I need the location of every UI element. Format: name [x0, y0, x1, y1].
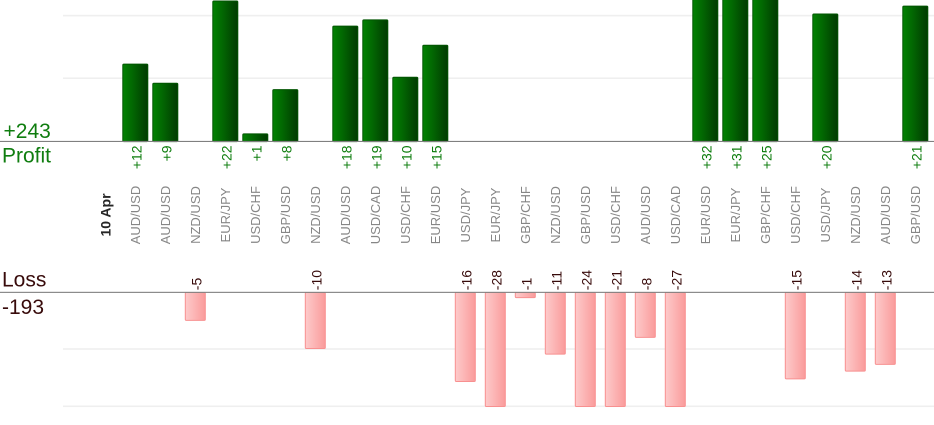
- svg-text:USD/JPY: USD/JPY: [458, 187, 473, 242]
- svg-text:EUR/JPY: EUR/JPY: [488, 187, 503, 242]
- svg-text:-193: -193: [2, 296, 44, 319]
- svg-text:AUD/USD: AUD/USD: [158, 186, 173, 245]
- svg-text:EUR/USD: EUR/USD: [698, 186, 713, 245]
- svg-text:+22: +22: [218, 145, 234, 169]
- svg-text:+20: +20: [818, 145, 834, 169]
- svg-text:+1: +1: [248, 145, 264, 161]
- svg-text:-21: -21: [608, 270, 624, 290]
- svg-text:-1: -1: [518, 278, 534, 291]
- svg-text:USD/CAD: USD/CAD: [368, 186, 383, 245]
- svg-text:AUD/USD: AUD/USD: [638, 186, 653, 245]
- svg-text:-14: -14: [848, 270, 864, 290]
- svg-text:USD/JPY: USD/JPY: [818, 187, 833, 242]
- svg-text:-15: -15: [788, 270, 804, 290]
- svg-text:EUR/USD: EUR/USD: [428, 186, 443, 245]
- svg-text:GBP/CHF: GBP/CHF: [518, 186, 533, 244]
- svg-text:AUD/USD: AUD/USD: [878, 186, 893, 245]
- svg-text:+8: +8: [278, 145, 294, 161]
- svg-text:GBP/CHF: GBP/CHF: [758, 186, 773, 244]
- svg-text:+21: +21: [908, 145, 924, 169]
- svg-text:USD/CHF: USD/CHF: [398, 186, 413, 244]
- svg-text:-5: -5: [188, 278, 204, 291]
- svg-text:USD/CHF: USD/CHF: [248, 186, 263, 244]
- svg-text:+12: +12: [128, 145, 144, 169]
- svg-text:Loss: Loss: [2, 269, 46, 292]
- svg-text:-10: -10: [308, 270, 324, 290]
- svg-text:GBP/USD: GBP/USD: [278, 186, 293, 245]
- svg-text:-13: -13: [878, 270, 894, 290]
- svg-text:AUD/USD: AUD/USD: [338, 186, 353, 245]
- svg-text:-11: -11: [548, 271, 564, 290]
- svg-text:USD/CHF: USD/CHF: [608, 186, 623, 244]
- svg-text:-24: -24: [578, 270, 594, 290]
- svg-text:-16: -16: [458, 270, 474, 290]
- svg-text:EUR/JPY: EUR/JPY: [218, 187, 233, 242]
- svg-text:+15: +15: [428, 145, 444, 169]
- svg-text:NZD/USD: NZD/USD: [548, 186, 563, 244]
- svg-text:Profit: Profit: [2, 144, 51, 167]
- svg-text:-28: -28: [488, 270, 504, 290]
- svg-text:-27: -27: [668, 270, 684, 290]
- svg-text:-8: -8: [638, 278, 654, 291]
- svg-text:+31: +31: [728, 145, 744, 169]
- svg-text:GBP/USD: GBP/USD: [908, 186, 923, 245]
- svg-text:+243: +243: [4, 120, 51, 143]
- svg-text:NZD/USD: NZD/USD: [308, 186, 323, 244]
- svg-text:10 Apr: 10 Apr: [97, 193, 113, 237]
- svg-text:EUR/JPY: EUR/JPY: [728, 187, 743, 242]
- svg-text:+9: +9: [158, 145, 174, 161]
- svg-text:+25: +25: [758, 145, 774, 169]
- svg-text:+32: +32: [698, 145, 714, 169]
- svg-text:AUD/USD: AUD/USD: [128, 186, 143, 245]
- svg-text:NZD/USD: NZD/USD: [848, 186, 863, 244]
- svg-text:GBP/USD: GBP/USD: [578, 186, 593, 245]
- svg-text:USD/CAD: USD/CAD: [668, 186, 683, 245]
- svg-text:+10: +10: [398, 145, 414, 169]
- svg-text:USD/CHF: USD/CHF: [788, 186, 803, 244]
- svg-text:+18: +18: [338, 145, 354, 169]
- svg-text:+19: +19: [368, 145, 384, 169]
- svg-text:NZD/USD: NZD/USD: [188, 186, 203, 244]
